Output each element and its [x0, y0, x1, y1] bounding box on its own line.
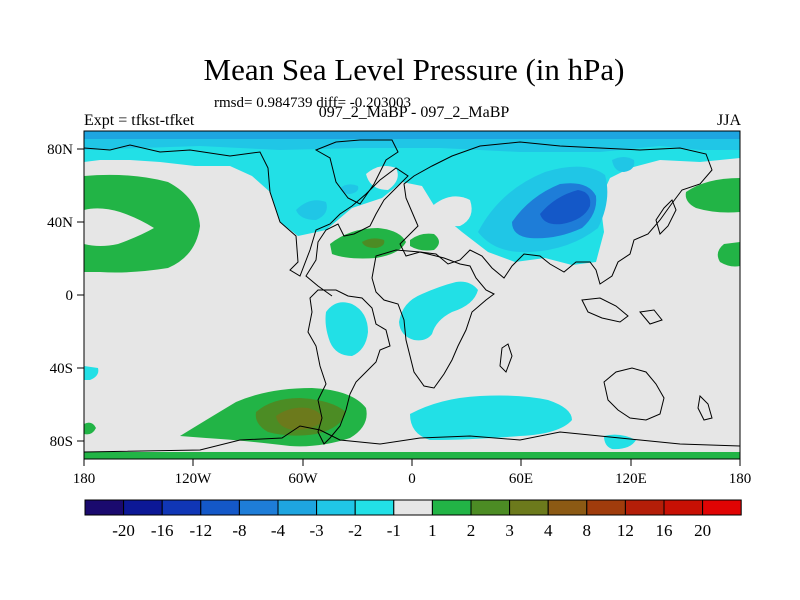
asia-level4 — [540, 190, 591, 225]
colorbar-label: 20 — [694, 521, 711, 540]
colorbar-label: -2 — [348, 521, 362, 540]
antarctica-coastline — [84, 425, 740, 453]
contour-fills — [84, 131, 740, 459]
lat-tick-label: 80S — [50, 434, 73, 450]
colorbar — [84, 499, 742, 516]
atlantic-high-core — [362, 238, 385, 248]
colorbar-swatch — [316, 499, 356, 516]
lon-tick-label: 60W — [288, 471, 318, 487]
colorbar-label: -16 — [151, 521, 174, 540]
colorbar-swatch — [200, 499, 240, 516]
colorbar-swatch — [238, 499, 279, 516]
map-panel — [83, 130, 741, 460]
australia-coastline — [603, 367, 665, 421]
colorbar-label: -1 — [387, 521, 401, 540]
colorbar-label: -20 — [112, 521, 135, 540]
colorbar-label: 1 — [428, 521, 437, 540]
southern-ocean-negative — [410, 395, 572, 440]
season-label: JJA — [716, 112, 741, 129]
map-background — [84, 131, 740, 459]
north-america-coastline — [84, 144, 409, 297]
experiment-label: Expt = tfkst-tfket — [84, 112, 195, 129]
colorbar-swatch — [624, 499, 665, 516]
new-zealand-coastline — [697, 394, 713, 421]
southern-high-core — [276, 407, 323, 430]
lon-tick-label: 120E — [615, 471, 647, 487]
southern-ocean-east-negative — [604, 434, 636, 450]
plot-title: Mean Sea Level Pressure (in hPa) — [203, 52, 625, 87]
greenland-level2 — [340, 184, 359, 194]
lon-tick-label: 0 — [408, 471, 416, 487]
lon-tick-label: 60E — [509, 471, 533, 487]
colorbar-labels: -20 -16 -12 -8 -4 -3 -2 -1 1 2 3 4 8 12 16 20 — [112, 521, 711, 540]
colorbar-label: 2 — [467, 521, 476, 540]
colorbar-label: -3 — [310, 521, 324, 540]
colorbar-swatch — [393, 499, 433, 516]
lon-tick-label: 180 — [73, 471, 96, 487]
south-america-negative — [325, 302, 368, 356]
eurasia-coastline — [399, 141, 713, 285]
colorbar-swatch — [431, 499, 472, 516]
colorbar-swatch — [509, 499, 549, 516]
coastlines — [84, 139, 740, 453]
indonesia-coastline — [581, 297, 663, 325]
latitude-labels: 80N 40N 0 40S 80S — [47, 142, 73, 450]
case-label: 097_2_MaBP - 097_2_MaBP — [318, 104, 510, 121]
colorbar-label: 4 — [544, 521, 553, 540]
colorbar-label: 12 — [617, 521, 634, 540]
colorbar-swatch — [161, 499, 202, 516]
colorbar-label: 16 — [656, 521, 673, 540]
north-pacific-east-high — [685, 178, 740, 213]
colorbar-swatch — [586, 499, 626, 516]
west-pacific-high — [717, 242, 740, 267]
colorbar-swatch — [702, 499, 742, 516]
colorbar-label: 3 — [505, 521, 514, 540]
lat-tick-label: 40N — [47, 215, 73, 231]
arctic-strip — [84, 131, 740, 139]
rmsd-diff-text: rmsd= 0.984739 diff= -0.203003 — [214, 95, 412, 111]
north-america-level2 — [296, 200, 327, 220]
colorbar-swatch — [547, 499, 588, 516]
colorbar-label: -4 — [271, 521, 286, 540]
lat-tick-label: 80N — [47, 142, 73, 158]
atlantic-tropical-negative — [399, 281, 478, 341]
europe-opening — [430, 196, 472, 227]
colorbar-swatch — [354, 499, 395, 516]
longitude-labels: 180 120W 60W 0 60E 120E 180 — [73, 471, 752, 487]
colorbar-swatch — [663, 499, 704, 516]
japan-coastline — [655, 199, 677, 235]
colorbar-swatch — [84, 499, 125, 516]
colorbar-label: -12 — [189, 521, 212, 540]
lat-tick-label: 0 — [66, 288, 74, 304]
colorbar-swatch — [123, 499, 163, 516]
africa-coastline — [371, 249, 495, 389]
lat-tick-label: 40S — [50, 361, 73, 377]
south-america-coastline — [307, 289, 391, 445]
lon-tick-label: 180 — [729, 471, 752, 487]
axis-ticks — [77, 148, 741, 466]
lon-tick-label: 120W — [175, 471, 213, 487]
colorbar-swatch — [277, 499, 318, 516]
west-pacific-negative — [84, 366, 99, 380]
siberia-level2 — [612, 157, 635, 172]
antarctic-edge-high — [84, 452, 740, 459]
colorbar-label: -8 — [232, 521, 246, 540]
colorbar-label: 8 — [583, 521, 592, 540]
greenland-coastline — [314, 139, 399, 205]
madagascar-coastline — [499, 343, 513, 373]
colorbar-swatch — [470, 499, 511, 516]
north-pacific-high — [84, 174, 200, 273]
south-west-pacific-high — [84, 422, 96, 435]
mediterranean-high — [410, 233, 439, 251]
